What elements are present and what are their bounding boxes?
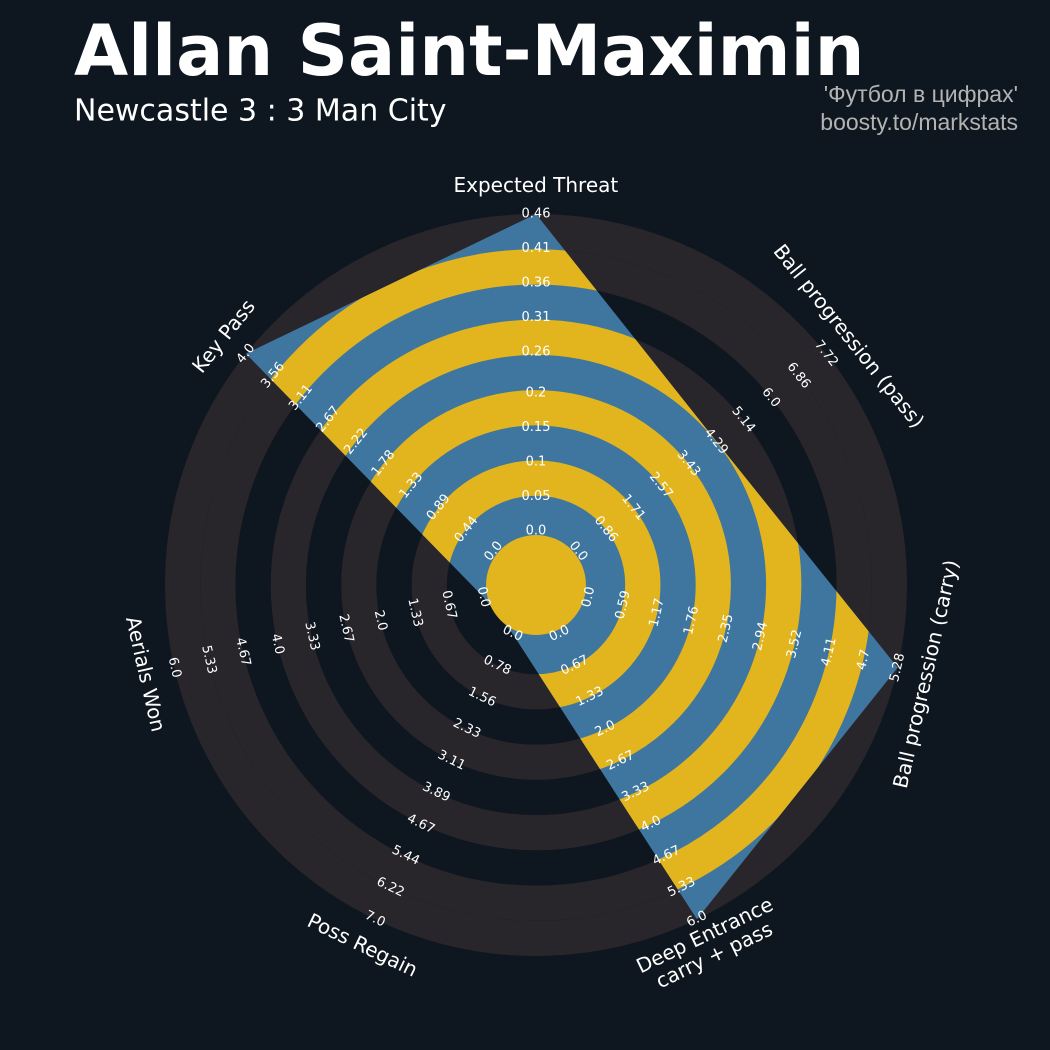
ring-tick-label: 1.17 — [647, 597, 668, 629]
ring-tick-label: 1.33 — [404, 597, 425, 629]
ring-tick-label: 0.31 — [522, 310, 551, 325]
ring-tick-label: 5.28 — [887, 652, 908, 684]
ring-tick-label: 0.59 — [613, 589, 634, 621]
ring-tick-label: 4.11 — [819, 636, 840, 668]
credit: boosty.to/markstats — [820, 109, 1018, 135]
ring-tick-label: 0.36 — [522, 275, 551, 290]
ring-tick-label: 1.76 — [681, 605, 702, 637]
ring-tick-label: 2.35 — [716, 613, 737, 645]
center-circle — [486, 535, 586, 635]
ring-tick-label: 0.0 — [579, 585, 598, 609]
chart-subtitle: Newcastle 3 : 3 Man City — [74, 94, 447, 129]
ring-tick-label: 3.52 — [784, 628, 805, 660]
ring-tick-label: 0.41 — [522, 241, 551, 256]
ring-tick-label: 6.0 — [165, 656, 184, 680]
credit: 'Футбол в цифрах' — [824, 81, 1018, 107]
axis-label: Expected Threat — [453, 173, 619, 197]
ring-tick-label: 3.33 — [301, 620, 322, 652]
ring-tick-label: 4.0 — [268, 632, 287, 656]
ring-tick-label: 0.0 — [474, 585, 493, 609]
ring-tick-label: 4.67 — [232, 636, 253, 668]
ring-tick-label: 2.67 — [335, 613, 356, 645]
ring-tick-label: 0.0 — [526, 524, 547, 539]
ring-tick-label: 0.2 — [526, 386, 547, 401]
ring-tick-label: 2.0 — [371, 609, 390, 633]
ring-tick-label: 0.15 — [522, 420, 551, 435]
ring-tick-label: 0.05 — [522, 489, 551, 504]
chart-title: Allan Saint-Maximin — [74, 10, 864, 92]
ring-tick-label: 0.46 — [522, 207, 551, 222]
ring-tick-label: 2.94 — [750, 621, 771, 653]
ring-tick-label: 0.67 — [438, 589, 459, 621]
ring-tick-label: 0.1 — [526, 455, 547, 470]
ring-tick-label: 4.7 — [854, 648, 873, 672]
ring-tick-label: 0.26 — [522, 344, 551, 359]
ring-tick-label: 5.33 — [198, 644, 219, 676]
